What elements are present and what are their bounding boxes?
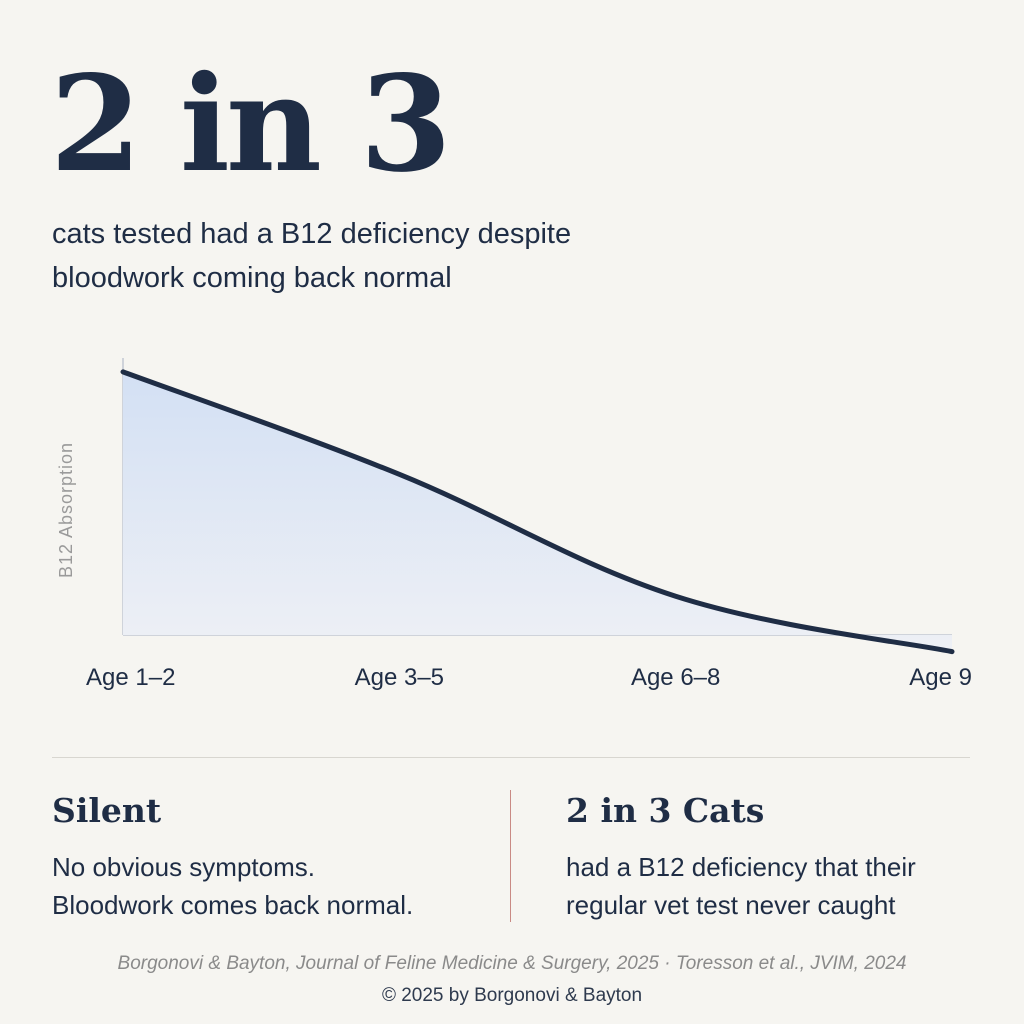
citation: Borgonovi & Bayton, Journal of Feline Me…	[117, 953, 907, 974]
x-tick-label: Age 9	[909, 664, 972, 691]
area-fill	[123, 371, 952, 652]
subhead: cats tested had a B12 deficiency despite…	[52, 218, 572, 294]
card-line: had a B12 deficiency that their	[566, 852, 916, 882]
card-title: 2 in 3 Cats	[566, 791, 765, 830]
y-axis-label: B12 Absorption	[56, 442, 76, 578]
x-tick-label: Age 3–5	[355, 664, 444, 691]
x-tick-label: Age 6–8	[631, 664, 720, 691]
card-line: Bloodwork comes back normal.	[52, 890, 414, 920]
headline: 2 in 3	[50, 47, 452, 202]
card-title: Silent	[52, 791, 162, 830]
copyright: © 2025 by Borgonovi & Bayton	[381, 985, 643, 1006]
card-line: No obvious symptoms.	[52, 852, 315, 882]
card-body: had a B12 deficiency that their regular …	[566, 848, 986, 924]
series-line	[120, 369, 955, 655]
card-silent: Silent No obvious symptoms. Bloodwork co…	[52, 788, 492, 924]
section-divider	[52, 757, 970, 758]
card-body: No obvious symptoms. Bloodwork comes bac…	[52, 848, 492, 924]
card-two-in-three: 2 in 3 Cats had a B12 deficiency that th…	[566, 788, 986, 924]
card-divider	[510, 790, 511, 922]
card-line: regular vet test never caught	[566, 890, 896, 920]
b12-absorption-chart: B12 Absorption Age 1–2 Age 3–5 Age 6–8 Age …	[56, 358, 972, 691]
x-tick-label: Age 1–2	[86, 664, 175, 691]
x-tick-labels: Age 1–2 Age 3–5 Age 6–8 Age 9	[86, 664, 972, 691]
